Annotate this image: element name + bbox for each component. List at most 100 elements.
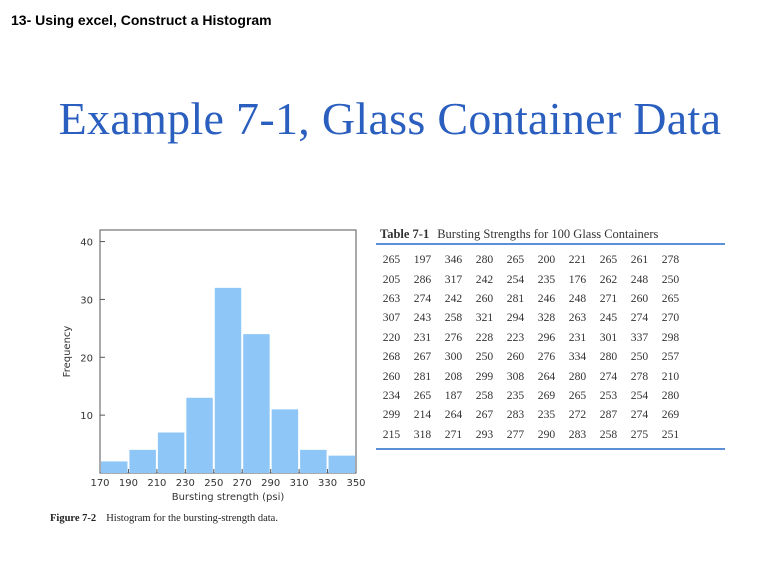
table-cell: 301 — [599, 330, 618, 344]
table-cell: 308 — [506, 369, 525, 383]
y-axis-label: Frequency — [62, 326, 73, 378]
table-cell: 250 — [630, 350, 649, 364]
table-cell: 275 — [630, 427, 649, 441]
histogram-bar — [186, 397, 213, 473]
table-row: 234 265 187 258 235 269 265 253 254 280 — [376, 386, 686, 405]
table-cell: 265 — [661, 291, 680, 305]
table-cell: 286 — [413, 272, 432, 286]
table-cell: 254 — [630, 388, 649, 402]
figure-label: Figure 7-2 — [50, 513, 97, 524]
figure-text: Histogram for the bursting-strength data… — [106, 513, 278, 524]
table-cell: 293 — [475, 427, 494, 441]
table-cell: 265 — [382, 253, 401, 267]
table-cell: 264 — [444, 408, 463, 422]
table-cell: 197 — [413, 253, 432, 267]
table-row: 205 286 317 242 254 235 176 262 248 250 — [376, 269, 686, 288]
table-cell: 270 — [661, 311, 680, 325]
table-cell: 243 — [413, 311, 432, 325]
table-cell: 268 — [382, 350, 401, 364]
table-cell: 307 — [382, 311, 401, 325]
table-cell: 278 — [630, 369, 649, 383]
table-cell: 294 — [506, 311, 525, 325]
table-cell: 205 — [382, 272, 401, 286]
table-cell: 251 — [661, 427, 680, 441]
table-cell: 272 — [568, 408, 587, 422]
table-cell: 245 — [599, 311, 618, 325]
table-cell: 283 — [568, 427, 587, 441]
x-tick-label: 170 — [90, 478, 109, 489]
histogram-bar — [271, 409, 299, 473]
table-cell: 228 — [475, 330, 494, 344]
table-cell: 274 — [413, 291, 432, 305]
slide-title: Example 7-1, Glass Container Data — [58, 93, 722, 144]
table-cell: 257 — [661, 350, 680, 364]
histogram-bar — [101, 461, 128, 473]
table-top-rule — [376, 243, 725, 245]
table-cell: 281 — [413, 369, 432, 383]
table-cell: 264 — [537, 369, 556, 383]
table-cell: 299 — [475, 369, 494, 383]
table-title: Bursting Strengths for 100 Glass Contain… — [437, 227, 659, 241]
table-cell: 250 — [475, 350, 494, 364]
table-cell: 300 — [444, 350, 463, 364]
x-tick-label: 190 — [119, 478, 138, 489]
table-cell: 208 — [444, 369, 463, 383]
histogram-bar — [300, 449, 327, 473]
table-cell: 248 — [568, 291, 587, 305]
table-cell: 274 — [630, 408, 649, 422]
x-tick-label: 270 — [233, 478, 252, 489]
table-cell: 263 — [568, 311, 587, 325]
table-cell: 235 — [506, 388, 525, 402]
table-cell: 231 — [413, 330, 432, 344]
table-cell: 280 — [568, 369, 587, 383]
table-cell: 334 — [568, 350, 587, 364]
table-cell: 296 — [537, 330, 556, 344]
x-axis-label: Bursting strength (psi) — [172, 492, 285, 503]
table-cell: 250 — [661, 272, 680, 286]
table-cell: 317 — [444, 272, 463, 286]
table-cell: 274 — [599, 369, 618, 383]
table-cell: 242 — [444, 291, 463, 305]
y-tick-label: 20 — [80, 353, 93, 364]
table-cell: 235 — [537, 408, 556, 422]
table-cell: 299 — [382, 408, 401, 422]
table-cell: 223 — [506, 330, 525, 344]
page-heading: 13- Using excel, Construct a Histogram — [11, 12, 272, 28]
table-bottom-rule — [376, 448, 725, 450]
table-cell: 271 — [444, 427, 463, 441]
table-cell: 214 — [413, 408, 432, 422]
table-cell: 346 — [444, 253, 463, 267]
x-tick-label: 350 — [346, 478, 365, 489]
table-cell: 265 — [413, 388, 432, 402]
table-cell: 210 — [661, 369, 680, 383]
table-cell: 274 — [630, 311, 649, 325]
table-cell: 220 — [382, 330, 401, 344]
table-cell: 267 — [413, 350, 432, 364]
table-caption: Table 7-1 Bursting Strengths for 100 Glas… — [380, 227, 658, 242]
table-cell: 246 — [537, 291, 556, 305]
y-tick-label: 10 — [80, 411, 93, 422]
table-cell: 280 — [599, 350, 618, 364]
table-cell: 277 — [506, 427, 525, 441]
table-cell: 200 — [537, 253, 556, 267]
histogram-bar — [157, 432, 185, 473]
y-tick-label: 40 — [80, 238, 93, 249]
table-cell: 265 — [599, 253, 618, 267]
table-cell: 328 — [537, 311, 556, 325]
table-cell: 280 — [661, 388, 680, 402]
table-row: 265 197 346 280 265 200 221 265 261 278 — [376, 250, 686, 269]
table-cell: 265 — [568, 388, 587, 402]
x-tick-label: 230 — [176, 478, 195, 489]
bursting-strength-table: 265 197 346 280 265 200 221 265 261 278 205 286 317 2… — [376, 250, 686, 444]
table-cell: 269 — [661, 408, 680, 422]
table-cell: 234 — [382, 388, 401, 402]
table-cell: 261 — [630, 253, 649, 267]
x-tick-label: 290 — [261, 478, 280, 489]
table-cell: 298 — [661, 330, 680, 344]
table-cell: 260 — [475, 291, 494, 305]
table-cell: 187 — [444, 388, 463, 402]
x-tick-label: 310 — [290, 478, 309, 489]
table-row: 299 214 264 267 283 235 272 287 274 269 — [376, 405, 686, 424]
table-cell: 281 — [506, 291, 525, 305]
